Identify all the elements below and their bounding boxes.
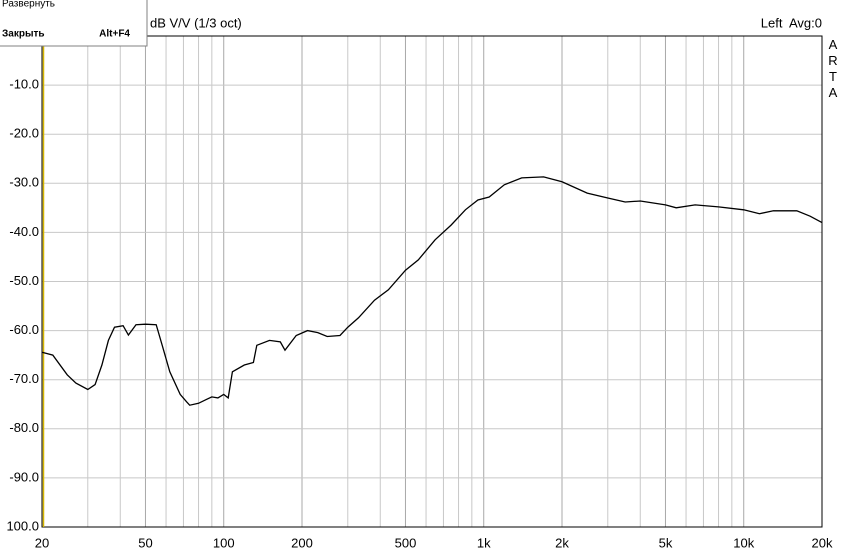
x-tick-label: 5k [659,535,673,550]
menu-item[interactable]: Закрыть [2,29,45,40]
y-tick-label: -30.0 [9,175,39,190]
x-tick-label: 100 [213,535,235,550]
x-tick-label: 20k [812,535,833,550]
x-tick-label: 200 [291,535,313,550]
y-axis-label: dB V/V (1/3 oct) [150,15,242,30]
y-tick-label: -10.0 [9,77,39,92]
y-tick-label: 100.0 [6,518,39,533]
x-tick-label: 1k [477,535,491,550]
x-tick-label: 20 [35,535,49,550]
y-tick-label: -40.0 [9,224,39,239]
x-tick-label: 10k [733,535,754,550]
y-tick-label: -20.0 [9,126,39,141]
y-tick-label: -80.0 [9,420,39,435]
plot-frame [41,35,823,528]
response-line [41,176,823,406]
menu-shortcut: Alt+F4 [99,29,130,40]
menu-box [0,0,148,47]
context-menu: Развернуть Закрыть Alt+F4 [0,0,148,47]
x-tick-label: 500 [395,535,417,550]
menu-item[interactable]: Развернуть [2,0,55,10]
y-tick-label: -70.0 [9,371,39,386]
y-tick-label: -50.0 [9,273,39,288]
y-tick-label: -90.0 [9,469,39,484]
plot: 20 50 100 200 500 1k 2k 5k 10k 20k -10.0 -20.0 -30.0… [6,35,833,550]
status-label: Left Avg:0 [761,15,822,30]
y-tick-label: -60.0 [9,322,39,337]
x-tick-label: 2k [555,535,569,550]
x-tick-label: 50 [138,535,152,550]
